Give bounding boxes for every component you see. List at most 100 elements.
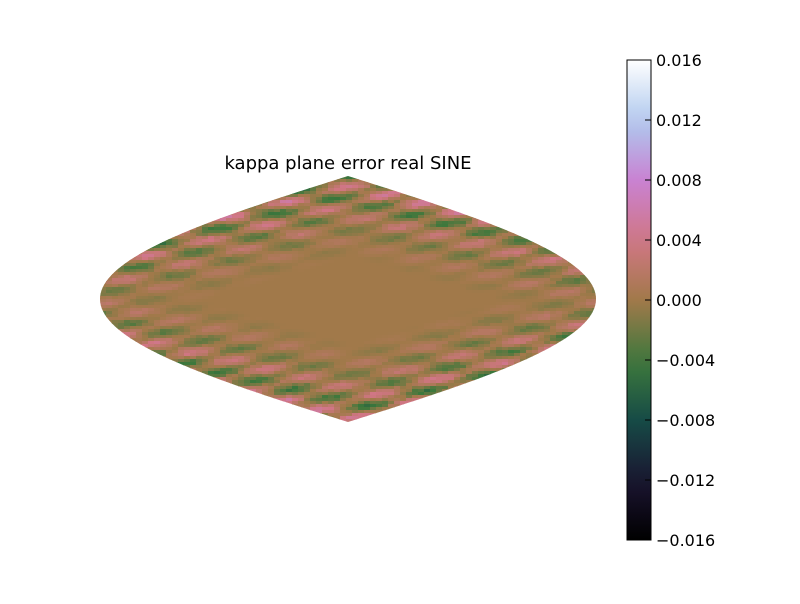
map-cell <box>562 326 569 330</box>
map-cell <box>502 257 509 261</box>
map-cell <box>514 200 521 204</box>
map-cell <box>370 206 377 210</box>
map-cell <box>574 263 581 267</box>
map-cell <box>520 176 527 180</box>
map-cell <box>112 311 119 315</box>
map-cell <box>406 320 413 324</box>
map-cell <box>358 239 365 243</box>
map-cell <box>484 194 491 198</box>
map-cell <box>112 179 119 183</box>
map-cell <box>322 320 329 324</box>
map-cell <box>454 323 461 327</box>
map-cell <box>316 239 323 243</box>
map-cell <box>244 251 251 255</box>
map-cell <box>190 281 197 285</box>
map-cell <box>418 287 425 291</box>
map-cell <box>298 233 305 237</box>
map-cell <box>334 281 341 285</box>
map-cell <box>328 236 335 240</box>
map-cell <box>148 215 155 219</box>
map-cell <box>376 347 383 351</box>
map-cell <box>508 188 515 192</box>
map-cell <box>502 308 509 312</box>
map-cell <box>574 176 581 180</box>
map-cell <box>406 314 413 318</box>
map-cell <box>268 326 275 330</box>
map-cell <box>346 275 353 279</box>
map-cell <box>574 272 581 276</box>
map-cell <box>256 320 263 324</box>
map-cell <box>388 257 395 261</box>
map-cell <box>238 341 245 345</box>
map-cell <box>190 320 197 324</box>
map-cell <box>508 353 515 357</box>
map-cell <box>484 221 491 225</box>
map-cell <box>184 329 191 333</box>
map-cell <box>112 248 119 252</box>
map-cell <box>328 278 335 282</box>
map-cell <box>280 341 287 345</box>
map-cell <box>184 317 191 321</box>
map-cell <box>328 203 335 207</box>
map-cell <box>538 293 545 297</box>
map-cell <box>568 263 575 267</box>
map-cell <box>160 191 167 195</box>
map-cell <box>238 236 245 240</box>
map-cell <box>214 269 221 273</box>
map-cell <box>166 296 173 300</box>
map-cell <box>406 323 413 327</box>
map-cell <box>280 260 287 264</box>
map-cell <box>508 308 515 312</box>
map-cell <box>382 278 389 282</box>
map-cell <box>292 266 299 270</box>
map-cell <box>448 263 455 267</box>
map-cell <box>532 215 539 219</box>
map-cell <box>298 179 305 183</box>
map-cell <box>280 200 287 204</box>
map-cell <box>442 326 449 330</box>
map-cell <box>448 257 455 261</box>
map-cell <box>202 293 209 297</box>
map-cell <box>538 332 545 336</box>
map-cell <box>538 254 545 258</box>
map-cell <box>262 230 269 234</box>
map-cell <box>394 215 401 219</box>
map-cell <box>130 296 137 300</box>
map-cell <box>520 188 527 192</box>
map-cell <box>250 269 257 273</box>
map-cell <box>100 188 107 192</box>
map-cell <box>166 329 173 333</box>
map-cell <box>220 347 227 351</box>
map-cell <box>298 314 305 318</box>
map-cell <box>496 335 503 339</box>
map-cell <box>532 176 539 180</box>
map-cell <box>292 329 299 333</box>
map-cell <box>400 251 407 255</box>
map-cell <box>196 230 203 234</box>
map-cell <box>124 320 131 324</box>
map-cell <box>550 230 557 234</box>
map-cell <box>172 278 179 282</box>
map-cell <box>400 206 407 210</box>
map-cell <box>502 290 509 294</box>
map-cell <box>556 209 563 213</box>
map-cell <box>472 278 479 282</box>
map-cell <box>184 305 191 309</box>
map-cell <box>448 221 455 225</box>
map-cell <box>226 245 233 249</box>
map-cell <box>202 299 209 303</box>
map-cell <box>334 335 341 339</box>
map-cell <box>214 191 221 195</box>
map-cell <box>136 308 143 312</box>
map-cell <box>202 290 209 294</box>
map-cell <box>286 194 293 198</box>
map-cell <box>154 215 161 219</box>
map-cell <box>148 227 155 231</box>
map-cell <box>214 233 221 237</box>
map-cell <box>418 182 425 186</box>
map-cell <box>208 311 215 315</box>
map-cell <box>574 257 581 261</box>
map-cell <box>370 227 377 231</box>
map-cell <box>400 335 407 339</box>
map-cell <box>136 347 143 351</box>
